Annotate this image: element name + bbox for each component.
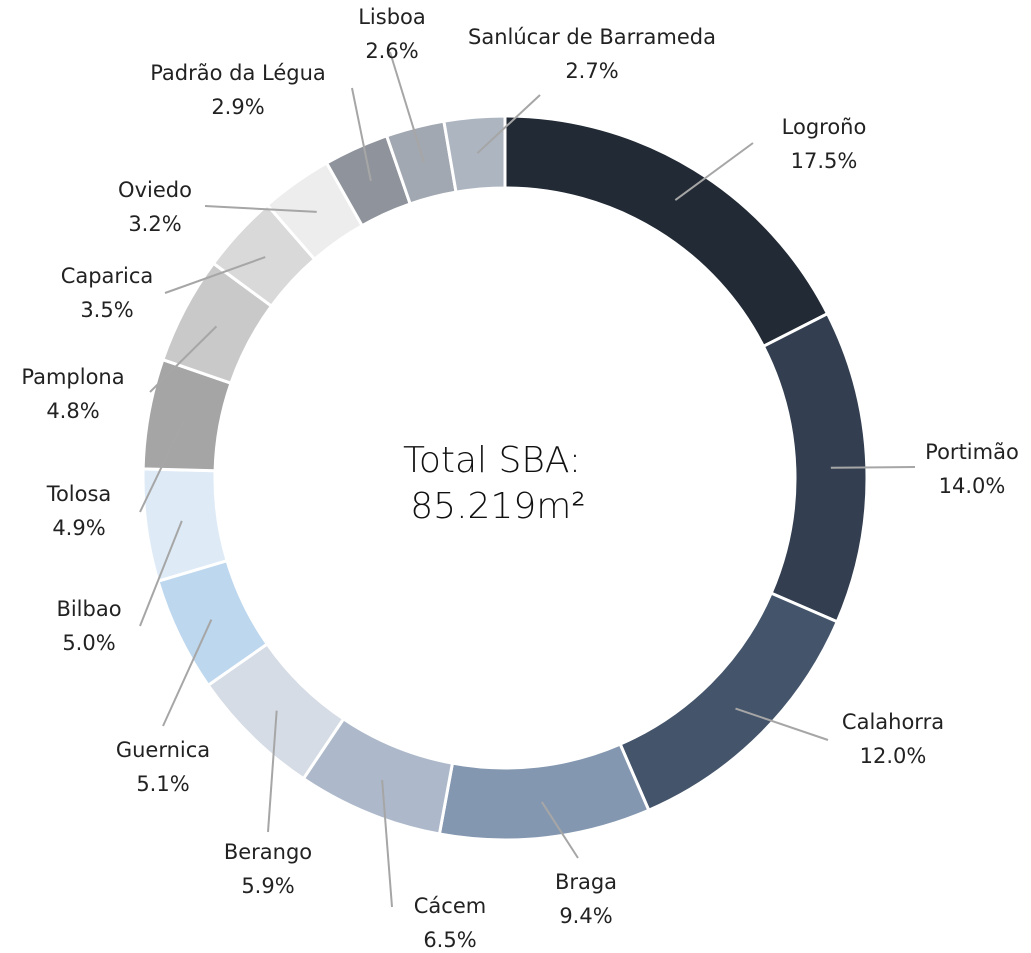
slice-label: Tolosa <box>46 482 112 506</box>
leader-line <box>351 87 372 182</box>
value-label: 5.0% <box>62 631 115 655</box>
leader-line <box>204 205 317 213</box>
leader-line <box>735 707 829 741</box>
slice-label: Lisboa <box>358 5 426 29</box>
value-label: 3.5% <box>80 298 133 322</box>
slice-label: Calahorra <box>842 710 944 734</box>
leader-line <box>830 466 916 469</box>
leader-line <box>139 520 183 627</box>
value-label: 4.9% <box>52 516 105 540</box>
value-label: 12.0% <box>860 744 927 768</box>
value-label: 6.5% <box>423 928 476 952</box>
value-label: 5.9% <box>241 874 294 898</box>
slice-label: Portimão <box>925 440 1019 464</box>
slice-label: Pamplona <box>21 365 124 389</box>
slice-label: Cácem <box>414 894 486 918</box>
value-label: 4.8% <box>46 399 99 423</box>
leader-line <box>389 51 425 163</box>
leader-line <box>162 619 213 727</box>
slice-label: Oviedo <box>118 178 192 202</box>
donut-segment <box>618 591 840 813</box>
leader-line <box>149 325 218 393</box>
donut-segment <box>503 114 830 349</box>
value-label: 5.1% <box>136 772 189 796</box>
slice-label: Padrão da Légua <box>150 61 326 85</box>
leader-line <box>476 94 541 154</box>
value-label: 9.4% <box>559 904 612 928</box>
value-label: 2.9% <box>211 95 264 119</box>
value-label: 17.5% <box>791 149 858 173</box>
leader-line <box>674 142 754 201</box>
donut-segment <box>442 114 507 194</box>
value-label: 2.6% <box>365 39 418 63</box>
value-label: 3.2% <box>128 212 181 236</box>
slice-label: Sanlúcar de Barrameda <box>468 25 716 49</box>
slice-label: Guernica <box>116 738 210 762</box>
leader-line <box>540 801 579 859</box>
leader-line <box>267 710 278 833</box>
donut-segment <box>141 467 229 584</box>
leader-line <box>139 419 186 513</box>
slice-label: Braga <box>555 870 617 894</box>
center-label: 85.219m² <box>410 486 585 527</box>
leader-line <box>164 256 266 294</box>
value-label: 14.0% <box>939 474 1006 498</box>
slice-label: Berango <box>224 840 312 864</box>
slice-label: Bilbao <box>56 597 121 621</box>
slice-label: Logroño <box>782 115 867 139</box>
leader-line <box>381 779 393 908</box>
value-label: 2.7% <box>565 59 618 83</box>
slice-label: Caparica <box>61 264 154 288</box>
donut-segment <box>437 742 651 842</box>
center-label: Total SBA: <box>403 440 581 481</box>
